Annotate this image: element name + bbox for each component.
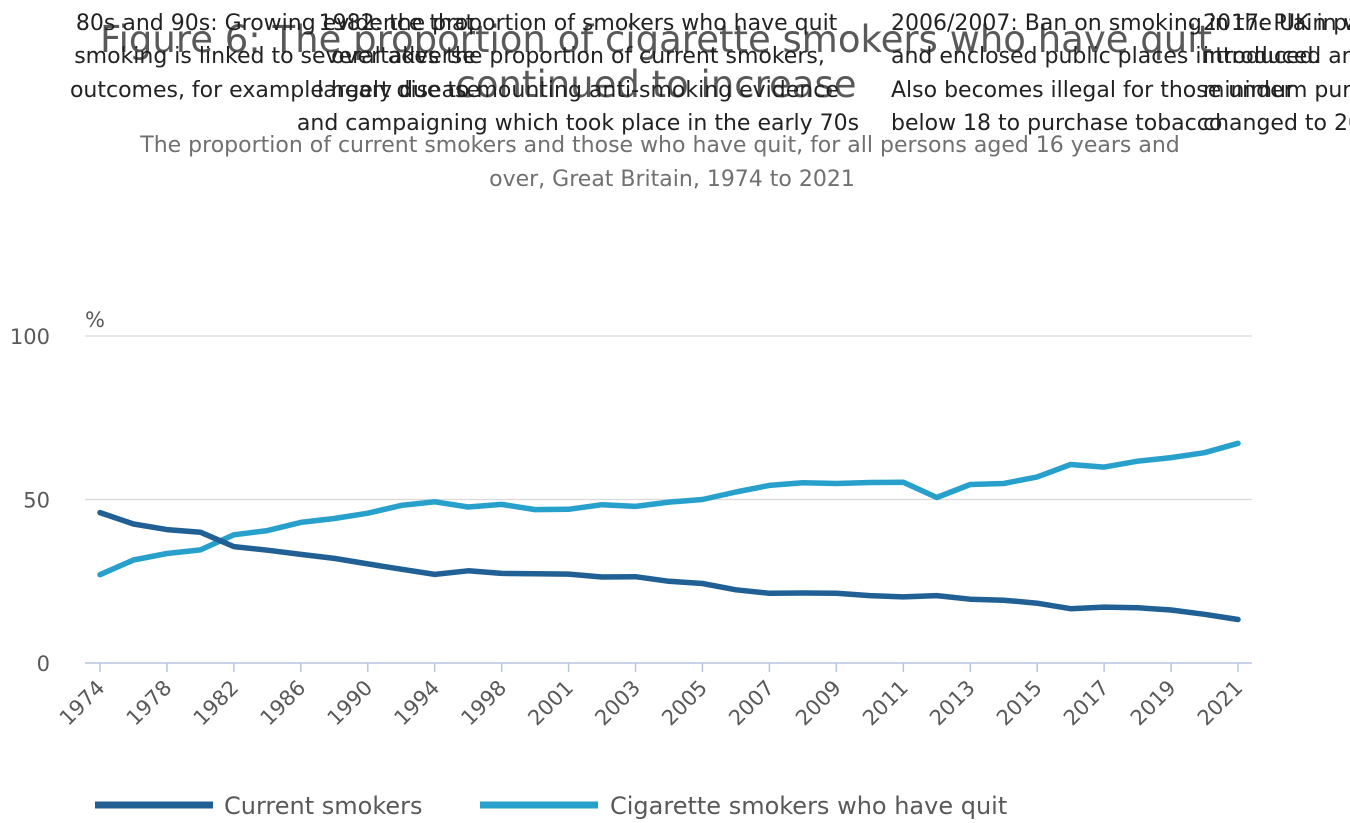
chart-subtitle: The proportion of current smokers and th… xyxy=(139,133,1179,192)
annotation-line: Also becomes illegal for those under xyxy=(891,78,1294,103)
x-tick-label: 1982 xyxy=(189,676,244,731)
y-tick-label: 0 xyxy=(37,652,50,676)
series-line-current-smokers xyxy=(97,509,1241,623)
x-tick-label: 2003 xyxy=(590,676,645,731)
annotation-line: introduced and the xyxy=(1203,44,1350,69)
chart-title-line: Figure 6: The proportion of cigarette sm… xyxy=(100,18,1212,61)
x-tick-label: 1986 xyxy=(256,676,311,731)
annotation-line: largely due to mounting anti-smoking evi… xyxy=(317,78,839,103)
x-tick-label: 1994 xyxy=(389,676,444,731)
y-unit-label: % xyxy=(85,308,105,332)
annotation-line: changed to 20 xyxy=(1203,111,1350,136)
annotation-line: 1982: the proportion of smokers who have… xyxy=(319,11,838,36)
x-tick-label: 1998 xyxy=(456,676,511,731)
chart-subtitle-line: The proportion of current smokers and th… xyxy=(139,133,1179,158)
annotation-line: and enclosed public places introduced. xyxy=(891,44,1321,69)
x-axis: 1974 1978 1982 1986 1990 1994 1998 2001 2003 2005… xyxy=(55,662,1252,731)
series-line-quit-smokers xyxy=(97,440,1241,578)
chart-subtitle-line: over, Great Britain, 1974 to 2021 xyxy=(489,167,855,192)
annotation-2017: 2017: Plain packaging introduced and the… xyxy=(1203,11,1350,136)
x-tick-label: 2011 xyxy=(858,676,913,731)
x-tick-label: 2005 xyxy=(657,676,712,731)
annotation-line: minimum purchase xyxy=(1203,78,1350,103)
annotation-line: and campaigning which took place in the … xyxy=(297,111,859,136)
x-tick-label: 2021 xyxy=(1193,676,1248,731)
annotation-line: overtakes the proportion of current smok… xyxy=(331,44,825,69)
annotation-1982: 1982: the proportion of smokers who have… xyxy=(297,11,859,136)
legend: Current smokers Cigarette smokers who hav… xyxy=(95,792,1007,820)
annotation-line: outcomes, for example heart disease xyxy=(70,78,480,103)
legend-label: Cigarette smokers who have quit xyxy=(610,792,1007,820)
annotation-line: smoking is linked to several adverse xyxy=(74,44,476,69)
x-tick-label: 2019 xyxy=(1126,676,1181,731)
x-tick-label: 1990 xyxy=(323,676,378,731)
grid xyxy=(85,335,1252,501)
annotation-line: 2017: Plain packaging xyxy=(1203,11,1350,36)
x-tick-label: 2007 xyxy=(724,676,779,731)
y-tick-label: 50 xyxy=(23,489,50,513)
x-tick-label: 2017 xyxy=(1059,676,1114,731)
annotation-80s-90s: 80s and 90s: Growing evidence that smoki… xyxy=(70,11,480,103)
annotation-line: below 18 to purchase tobacco xyxy=(891,111,1222,136)
annotation-line: 80s and 90s: Growing evidence that xyxy=(76,11,475,36)
chart-title: Figure 6: The proportion of cigarette sm… xyxy=(100,18,1212,106)
y-tick-label: 100 xyxy=(10,325,50,349)
x-tick-label: 2015 xyxy=(992,676,1047,731)
legend-label: Current smokers xyxy=(224,792,423,820)
x-tick-label: 2009 xyxy=(791,676,846,731)
x-tick-label: 1978 xyxy=(122,676,177,731)
x-tick-label: 2013 xyxy=(925,676,980,731)
series xyxy=(97,440,1241,623)
annotation-2006-2007: 2006/2007: Ban on smoking in the UK in w… xyxy=(891,11,1350,136)
y-axis-ticks: 0 50 100 xyxy=(10,325,50,676)
x-tick-label: 1974 xyxy=(55,676,110,731)
chart-title-line: continued to increase xyxy=(456,63,857,106)
x-tick-label: 2001 xyxy=(523,676,578,731)
annotation-line: 2006/2007: Ban on smoking in the UK in w… xyxy=(891,11,1350,36)
